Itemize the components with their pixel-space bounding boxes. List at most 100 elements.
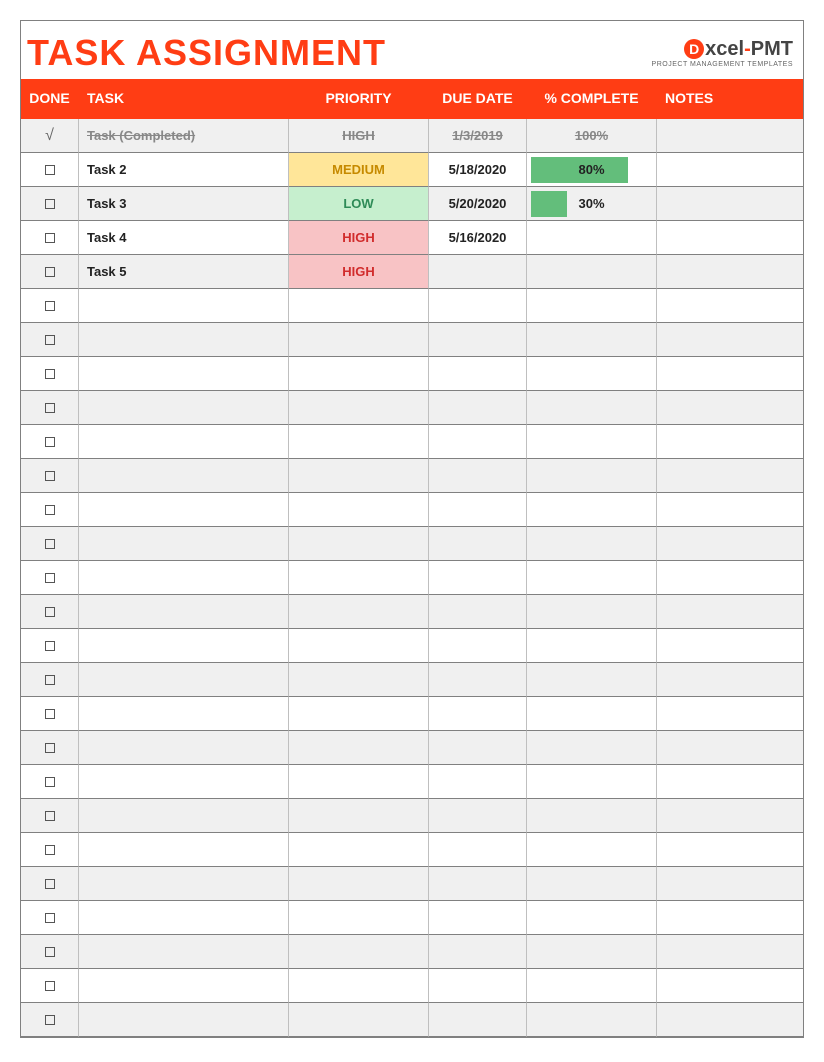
- cell-due-date[interactable]: 5/20/2020: [429, 187, 527, 221]
- cell-due-date[interactable]: [429, 425, 527, 459]
- cell-done[interactable]: √: [21, 119, 79, 153]
- cell-priority[interactable]: HIGH: [289, 255, 429, 289]
- cell-task[interactable]: [79, 357, 289, 391]
- cell-notes[interactable]: [657, 833, 803, 867]
- cell-priority[interactable]: [289, 833, 429, 867]
- cell-percent-complete[interactable]: [527, 799, 657, 833]
- cell-task[interactable]: [79, 323, 289, 357]
- cell-priority[interactable]: LOW: [289, 187, 429, 221]
- cell-priority[interactable]: [289, 1003, 429, 1037]
- cell-notes[interactable]: [657, 425, 803, 459]
- cell-notes[interactable]: [657, 731, 803, 765]
- cell-priority[interactable]: [289, 493, 429, 527]
- cell-task[interactable]: [79, 765, 289, 799]
- cell-due-date[interactable]: [429, 357, 527, 391]
- cell-done[interactable]: [21, 867, 79, 901]
- cell-priority[interactable]: [289, 391, 429, 425]
- cell-notes[interactable]: [657, 697, 803, 731]
- cell-task[interactable]: [79, 595, 289, 629]
- cell-percent-complete[interactable]: 30%: [527, 187, 657, 221]
- cell-notes[interactable]: [657, 527, 803, 561]
- cell-done[interactable]: [21, 323, 79, 357]
- cell-notes[interactable]: [657, 255, 803, 289]
- cell-percent-complete[interactable]: [527, 493, 657, 527]
- cell-due-date[interactable]: [429, 391, 527, 425]
- cell-percent-complete[interactable]: [527, 629, 657, 663]
- cell-notes[interactable]: [657, 867, 803, 901]
- cell-done[interactable]: [21, 629, 79, 663]
- cell-due-date[interactable]: [429, 629, 527, 663]
- cell-due-date[interactable]: [429, 323, 527, 357]
- cell-due-date[interactable]: [429, 493, 527, 527]
- cell-percent-complete[interactable]: [527, 425, 657, 459]
- cell-task[interactable]: [79, 289, 289, 323]
- cell-priority[interactable]: [289, 663, 429, 697]
- cell-notes[interactable]: [657, 289, 803, 323]
- cell-percent-complete[interactable]: [527, 765, 657, 799]
- cell-due-date[interactable]: [429, 731, 527, 765]
- cell-task[interactable]: [79, 731, 289, 765]
- cell-notes[interactable]: [657, 187, 803, 221]
- cell-due-date[interactable]: [429, 799, 527, 833]
- cell-done[interactable]: [21, 493, 79, 527]
- cell-task[interactable]: [79, 833, 289, 867]
- cell-due-date[interactable]: [429, 289, 527, 323]
- cell-notes[interactable]: [657, 595, 803, 629]
- cell-done[interactable]: [21, 289, 79, 323]
- cell-due-date[interactable]: [429, 1003, 527, 1037]
- cell-task[interactable]: [79, 493, 289, 527]
- cell-task[interactable]: Task 3: [79, 187, 289, 221]
- cell-task[interactable]: [79, 969, 289, 1003]
- cell-percent-complete[interactable]: [527, 901, 657, 935]
- cell-task[interactable]: [79, 527, 289, 561]
- cell-task[interactable]: [79, 663, 289, 697]
- cell-notes[interactable]: [657, 799, 803, 833]
- cell-priority[interactable]: [289, 935, 429, 969]
- cell-percent-complete[interactable]: [527, 255, 657, 289]
- cell-notes[interactable]: [657, 153, 803, 187]
- cell-task[interactable]: Task 5: [79, 255, 289, 289]
- cell-due-date[interactable]: 5/16/2020: [429, 221, 527, 255]
- cell-priority[interactable]: MEDIUM: [289, 153, 429, 187]
- cell-percent-complete[interactable]: [527, 935, 657, 969]
- cell-priority[interactable]: [289, 459, 429, 493]
- cell-percent-complete[interactable]: [527, 833, 657, 867]
- cell-due-date[interactable]: 5/18/2020: [429, 153, 527, 187]
- cell-task[interactable]: Task 2: [79, 153, 289, 187]
- cell-due-date[interactable]: [429, 697, 527, 731]
- cell-notes[interactable]: [657, 493, 803, 527]
- cell-priority[interactable]: [289, 867, 429, 901]
- cell-due-date[interactable]: [429, 833, 527, 867]
- cell-done[interactable]: [21, 527, 79, 561]
- cell-task[interactable]: [79, 697, 289, 731]
- cell-notes[interactable]: [657, 391, 803, 425]
- cell-due-date[interactable]: [429, 527, 527, 561]
- cell-done[interactable]: [21, 901, 79, 935]
- cell-due-date[interactable]: [429, 595, 527, 629]
- cell-priority[interactable]: [289, 289, 429, 323]
- cell-done[interactable]: [21, 663, 79, 697]
- cell-priority[interactable]: [289, 969, 429, 1003]
- cell-done[interactable]: [21, 561, 79, 595]
- cell-priority[interactable]: HIGH: [289, 119, 429, 153]
- cell-due-date[interactable]: [429, 935, 527, 969]
- cell-done[interactable]: [21, 799, 79, 833]
- cell-notes[interactable]: [657, 969, 803, 1003]
- cell-task[interactable]: [79, 901, 289, 935]
- cell-priority[interactable]: [289, 561, 429, 595]
- cell-task[interactable]: [79, 425, 289, 459]
- cell-task[interactable]: [79, 799, 289, 833]
- cell-done[interactable]: [21, 357, 79, 391]
- cell-due-date[interactable]: [429, 459, 527, 493]
- cell-percent-complete[interactable]: [527, 697, 657, 731]
- cell-priority[interactable]: [289, 425, 429, 459]
- cell-percent-complete[interactable]: 80%: [527, 153, 657, 187]
- cell-due-date[interactable]: [429, 561, 527, 595]
- cell-task[interactable]: [79, 561, 289, 595]
- cell-percent-complete[interactable]: [527, 289, 657, 323]
- cell-notes[interactable]: [657, 935, 803, 969]
- cell-done[interactable]: [21, 459, 79, 493]
- cell-done[interactable]: [21, 187, 79, 221]
- cell-percent-complete[interactable]: [527, 561, 657, 595]
- cell-percent-complete[interactable]: [527, 459, 657, 493]
